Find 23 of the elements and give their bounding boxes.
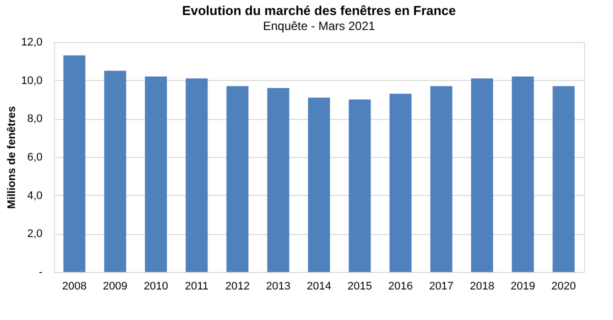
x-tick-label: 2009 [102, 280, 128, 292]
x-tick-label: 2014 [306, 280, 332, 292]
y-tick-label: 8,0 [27, 113, 42, 126]
x-tick-label: 2011 [184, 280, 209, 292]
x-tick-label: 2015 [348, 280, 372, 292]
y-tick-label: 10,0 [21, 74, 42, 87]
chart-subtitle: Enquête - Mars 2021 [262, 19, 376, 33]
x-tick-label: 2008 [62, 280, 87, 292]
y-tick-label: 2,0 [27, 228, 42, 240]
y-tick-label: 6,0 [27, 152, 42, 164]
x-tick-label: 2017 [429, 280, 454, 292]
y-tick-label: 4,0 [27, 190, 42, 202]
x-tick-label: 2019 [510, 280, 536, 292]
y-axis-title: Millions de fenêtres [6, 106, 18, 209]
y-tick-label: 12,0 [21, 36, 42, 48]
x-tick-label: 2020 [551, 280, 576, 292]
x-tick-label: 2010 [144, 280, 168, 292]
x-tick-label: 2012 [225, 280, 250, 292]
x-tick-label: 2016 [388, 280, 413, 292]
x-tick-label: 2013 [266, 280, 290, 292]
chart-title: Evolution du marché des fenêtres en France [182, 3, 456, 18]
y-tick-label: - [38, 266, 43, 278]
x-tick-label: 2018 [470, 280, 494, 292]
